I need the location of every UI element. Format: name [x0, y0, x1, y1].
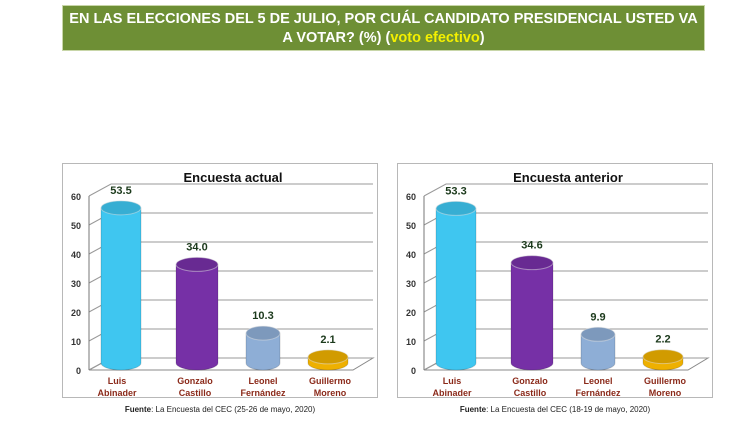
value-label: 34.6	[521, 240, 542, 252]
value-label: 2.2	[655, 334, 670, 346]
y-tick-label: 0	[76, 366, 81, 376]
bar-top	[435, 200, 477, 216]
source-text: : La Encuesta del CEC (25-26 de mayo, 20…	[151, 405, 316, 414]
chart-encuesta-anterior: 0 10 20 30 40 50 60 Encuesta anterior 53.3 Luis Ab…	[397, 163, 713, 398]
category-label: Guillermo	[644, 376, 687, 386]
header-highlight: voto efectivo	[390, 30, 480, 46]
category-label: Gonzalo	[512, 376, 548, 386]
category-label: Fernández	[575, 388, 621, 397]
y-tick-label: 40	[406, 250, 416, 260]
bar	[245, 332, 281, 371]
bar-top	[100, 200, 142, 216]
y-tick-label: 30	[406, 279, 416, 289]
category-label: Guillermo	[309, 376, 352, 386]
header-title-end: )	[479, 30, 485, 46]
bar-top	[642, 349, 684, 365]
bar	[510, 262, 554, 371]
chart-title: Encuesta actual	[184, 170, 283, 185]
y-tick-label: 0	[411, 366, 416, 376]
category-label: Fernández	[240, 388, 286, 397]
chart-svg: 0 10 20 30 40 50 60 Encuesta anterior 53.3 Luis Ab…	[406, 170, 710, 398]
bar-top	[175, 256, 219, 272]
chart-svg: 0 10 20 30 40 50 60 Encuesta actual 53.5 Luis Abin…	[71, 170, 375, 398]
category-label: Castillo	[514, 388, 547, 397]
value-label: 53.5	[110, 185, 131, 197]
category-label: Moreno	[649, 388, 682, 397]
source-label: Fuente	[459, 405, 487, 414]
category-label: Leonel	[248, 376, 277, 386]
category-label: Leonel	[583, 376, 612, 386]
bar-top	[510, 255, 554, 271]
source-text: : La Encuesta del CEC (18-19 de mayo, 20…	[486, 405, 651, 414]
source-note-actual: Fuente: La Encuesta del CEC (25-26 de ma…	[62, 405, 378, 414]
bar	[435, 207, 477, 371]
header-title: EN LAS ELECCIONES DEL 5 DE JULIO, POR CU…	[69, 11, 698, 46]
y-tick-label: 10	[71, 337, 81, 347]
y-tick-label: 20	[71, 308, 81, 318]
source-note-anterior: Fuente: La Encuesta del CEC (18-19 de ma…	[397, 405, 713, 414]
bar	[175, 263, 219, 371]
bar-top	[580, 326, 616, 342]
category-label: Castillo	[179, 388, 212, 397]
category-label: Gonzalo	[177, 376, 213, 386]
y-tick-label: 60	[406, 192, 416, 202]
bar-top	[307, 349, 349, 365]
bar	[580, 333, 616, 371]
chart-encuesta-actual: 0 10 20 30 40 50 60 Encuesta actual 53.5 Luis Abin…	[62, 163, 378, 398]
category-label: Luis	[443, 376, 462, 386]
bar-top	[245, 325, 281, 341]
gridline	[88, 183, 373, 197]
y-tick-label: 20	[406, 308, 416, 318]
source-label: Fuente	[124, 405, 152, 414]
value-label: 2.1	[320, 334, 335, 346]
value-label: 53.3	[445, 185, 466, 197]
bar	[100, 207, 142, 371]
value-label: 9.9	[590, 311, 605, 323]
category-label: Moreno	[314, 388, 347, 397]
question-header: EN LAS ELECCIONES DEL 5 DE JULIO, POR CU…	[62, 5, 705, 51]
y-tick-label: 50	[71, 221, 81, 231]
y-tick-label: 50	[406, 221, 416, 231]
chart-title: Encuesta anterior	[513, 170, 623, 185]
category-label: Abinader	[432, 388, 472, 397]
y-tick-label: 30	[71, 279, 81, 289]
y-tick-label: 40	[71, 250, 81, 260]
y-tick-label: 10	[406, 337, 416, 347]
value-label: 34.0	[186, 241, 207, 253]
gridline	[423, 183, 708, 197]
y-tick-label: 60	[71, 192, 81, 202]
value-label: 10.3	[252, 310, 273, 322]
category-label: Luis	[108, 376, 127, 386]
category-label: Abinader	[97, 388, 137, 397]
